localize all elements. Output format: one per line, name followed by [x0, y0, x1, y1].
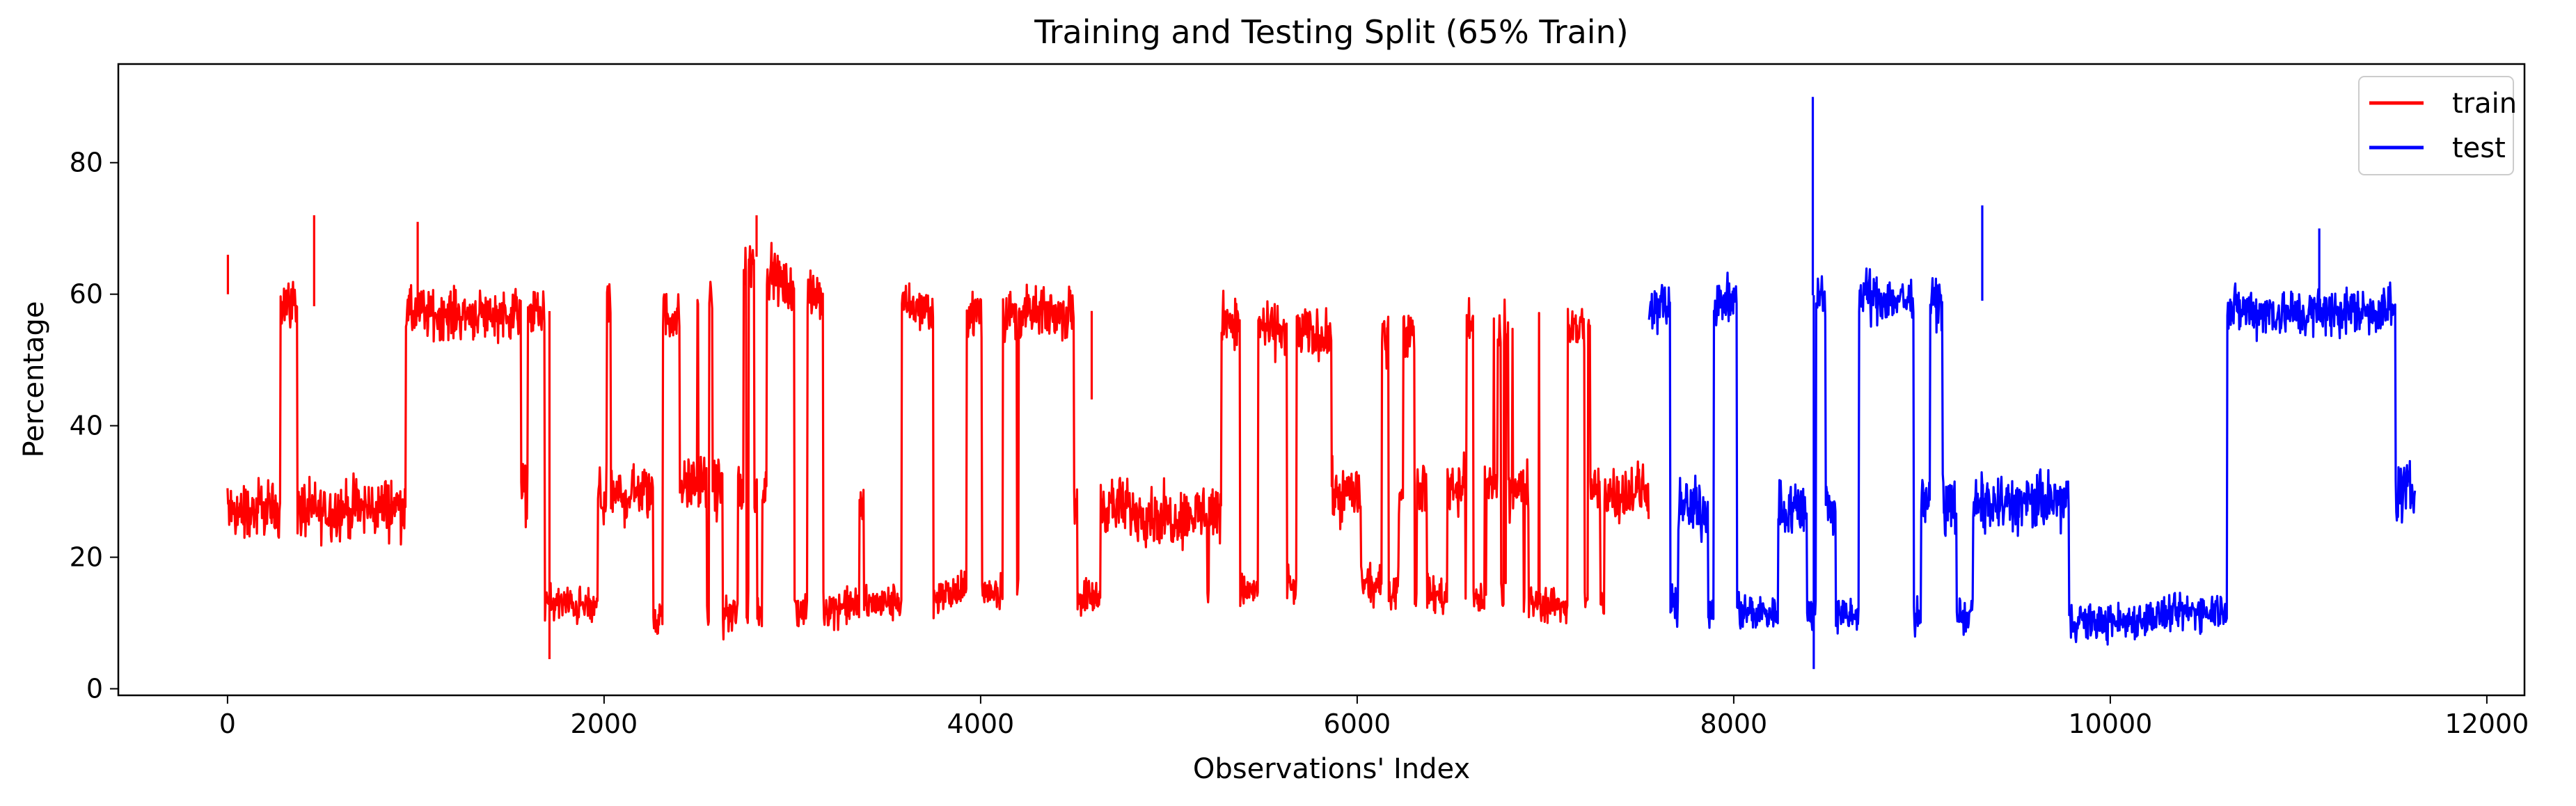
x-tick-label: 10000 [2068, 709, 2152, 739]
plot-lines [226, 97, 2417, 670]
x-axis-label: Observations' Index [1193, 753, 1470, 785]
x-tick-label: 2000 [571, 709, 638, 739]
x-tick-label: 8000 [1700, 709, 1768, 739]
y-tick-label: 60 [70, 279, 103, 310]
x-tick-label: 6000 [1324, 709, 1391, 739]
legend-label-train: train [2452, 88, 2517, 120]
legend-frame [2358, 76, 2514, 175]
legend: train test [2358, 76, 2517, 175]
y-axis-label: Percentage [18, 301, 50, 457]
legend-label-test: test [2452, 132, 2506, 164]
y-tick-label: 20 [70, 542, 103, 573]
series-line-train [226, 242, 1650, 641]
axes-frame [117, 63, 2526, 697]
series-line-test [1647, 267, 2417, 646]
chart-title: Training and Testing Split (65% Train) [1034, 13, 1628, 51]
x-tick-label: 0 [219, 709, 236, 739]
y-axis-ticks: 0 20 40 60 80 [70, 148, 118, 704]
x-tick-label: 4000 [947, 709, 1015, 739]
y-tick-label: 0 [86, 674, 103, 704]
x-tick-label: 12000 [2444, 709, 2529, 739]
y-tick-label: 80 [70, 148, 103, 178]
x-axis-ticks: 0 2000 4000 6000 8000 10000 12000 [219, 695, 2529, 739]
y-tick-label: 40 [70, 411, 103, 441]
